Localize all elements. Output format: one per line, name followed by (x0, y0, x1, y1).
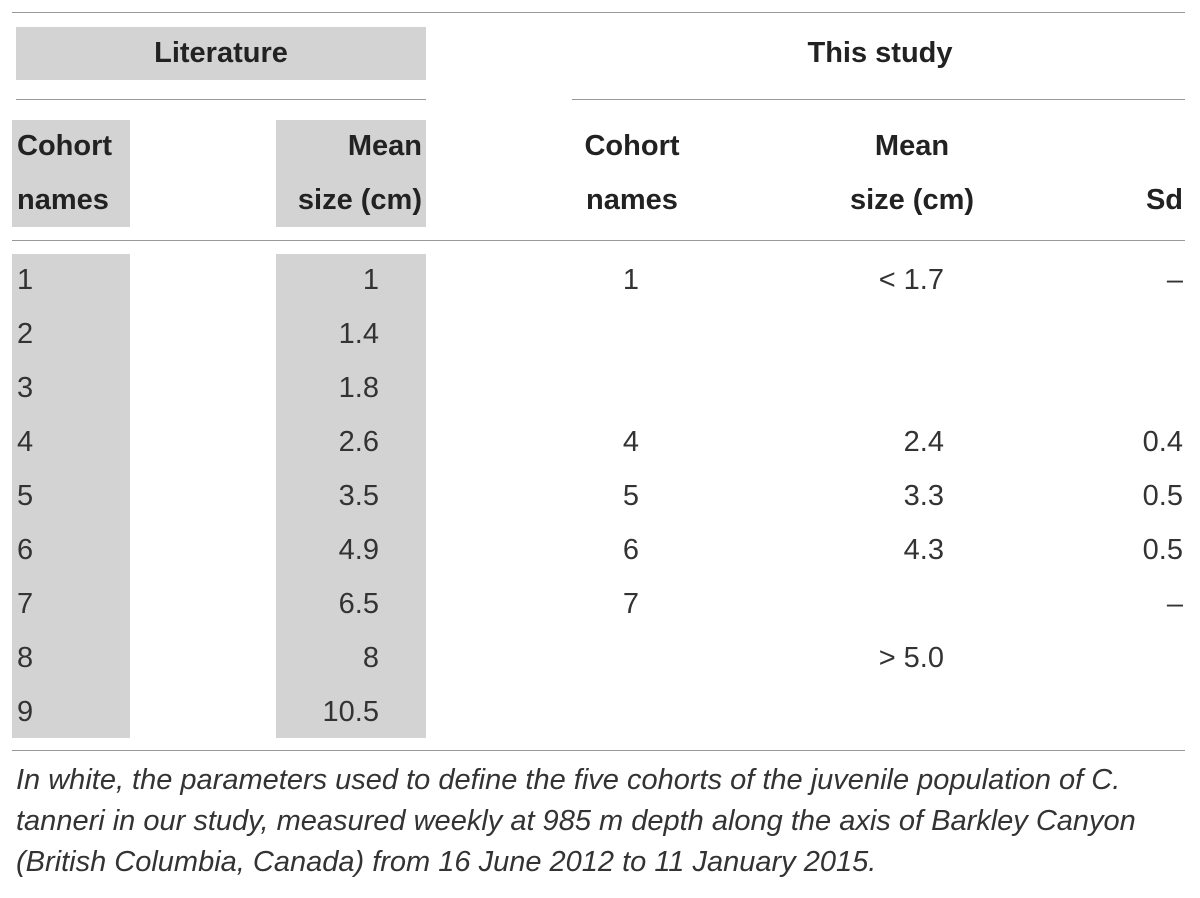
cell-study-mean: 2.4 (903, 426, 944, 458)
literature-group-header: Literature (154, 37, 288, 69)
cell-lit-mean: 1.4 (338, 318, 379, 350)
cell-lit-cohort: 5 (17, 480, 34, 512)
cell-study-cohort: 5 (622, 480, 640, 512)
lit-cohort-column-shade (12, 120, 130, 227)
cell-lit-cohort: 4 (17, 426, 34, 458)
cell-lit-cohort: 7 (17, 588, 34, 620)
this-study-underline (572, 99, 1185, 100)
literature-underline (16, 99, 426, 100)
cell-study-mean: < 1.7 (878, 264, 944, 296)
study-cohort-header-line2: names (586, 184, 678, 216)
study-mean-header-line1: Mean (874, 130, 950, 162)
cell-lit-mean: 1.8 (338, 372, 379, 404)
cell-lit-cohort: 9 (17, 696, 34, 728)
cell-study-sd: 0.5 (1142, 480, 1183, 512)
literature-header-shade (16, 27, 426, 80)
cell-study-sd: 0.5 (1142, 534, 1183, 566)
cell-lit-mean: 4.9 (338, 534, 379, 566)
cell-study-sd: – (1166, 264, 1183, 296)
cell-study-sd: 0.4 (1142, 426, 1183, 458)
table-footnote: In white, the parameters used to define … (16, 764, 1136, 878)
cell-study-cohort: 1 (622, 264, 640, 296)
cell-lit-mean: 6.5 (338, 588, 379, 620)
this-study-group-header: This study (807, 37, 953, 69)
lit-mean-header-line1: Mean (347, 130, 422, 162)
cell-lit-cohort: 3 (17, 372, 34, 404)
lit-cohort-header-line1: Cohort (17, 130, 113, 162)
cell-lit-cohort: 1 (17, 264, 34, 296)
top-rule (12, 12, 1185, 13)
cell-lit-mean: 8 (362, 642, 379, 674)
lit-cohort-body-shade (12, 254, 130, 738)
table-bottom-rule (12, 750, 1185, 751)
cell-lit-mean: 10.5 (322, 696, 379, 728)
cell-lit-cohort: 2 (17, 318, 34, 350)
cell-lit-cohort: 8 (17, 642, 34, 674)
study-cohort-header-line1: Cohort (584, 130, 680, 162)
cell-study-cohort: 6 (622, 534, 640, 566)
cell-study-cohort: 4 (622, 426, 640, 458)
cell-study-sd: – (1166, 588, 1183, 620)
header-bottom-rule (12, 240, 1185, 241)
lit-mean-body-shade (276, 254, 426, 738)
lit-mean-header-line2: size (cm) (297, 184, 422, 216)
lit-cohort-header-line2: names (17, 184, 109, 216)
cell-study-mean: > 5.0 (878, 642, 944, 674)
study-mean-header-line2: size (cm) (849, 184, 975, 216)
cell-study-cohort: 7 (622, 588, 640, 620)
cell-lit-mean: 3.5 (338, 480, 379, 512)
lit-mean-column-shade (276, 120, 426, 227)
cell-study-mean: 3.3 (903, 480, 944, 512)
cell-lit-mean: 1 (362, 264, 379, 296)
cell-lit-mean: 2.6 (338, 426, 379, 458)
cell-study-mean: 4.3 (903, 534, 944, 566)
cell-lit-cohort: 6 (17, 534, 34, 566)
study-sd-header: Sd (1145, 184, 1183, 216)
